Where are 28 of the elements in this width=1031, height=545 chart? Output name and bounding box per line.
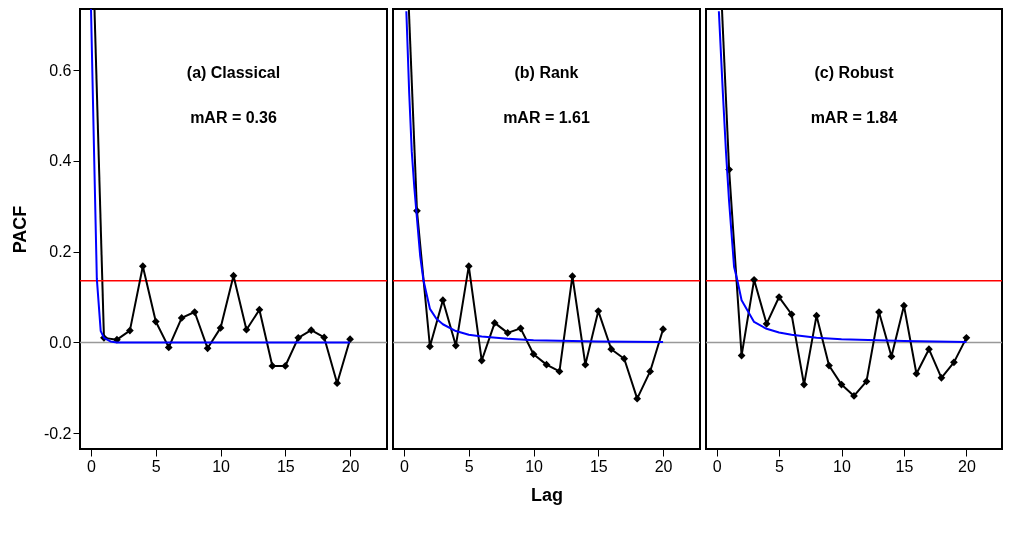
text: (a) Classical <box>186 64 281 81</box>
x-axis-title: Lag <box>530 484 564 505</box>
x-tick-label: 15 <box>589 457 608 475</box>
x-tick-label: 20 <box>654 457 673 475</box>
x-tick-label: 5 <box>464 457 474 475</box>
y-tick-label: 0.6 <box>49 61 72 79</box>
y-tick-label: 0.0 <box>49 333 72 351</box>
x-tick-label: 0 <box>400 457 410 475</box>
x-tick-label: 5 <box>151 457 161 475</box>
x-tick-label: 5 <box>775 457 785 475</box>
text: (b) Rank <box>514 64 579 81</box>
text: (c) Robust <box>814 64 895 81</box>
x-tick-label: 10 <box>525 457 544 475</box>
y-tick-label: 0.2 <box>49 243 72 261</box>
text: mAR = 1.84 <box>810 109 898 126</box>
x-tick-label: 20 <box>341 457 360 475</box>
y-axis-title: PACF <box>9 205 30 254</box>
text: mAR = 0.36 <box>190 109 277 126</box>
x-tick-label: 0 <box>712 457 722 475</box>
y-tick-label: -0.2 <box>43 424 72 442</box>
y-tick-label: 0.4 <box>49 152 72 170</box>
x-tick-label: 10 <box>212 457 231 475</box>
x-tick-label: 20 <box>958 457 976 475</box>
x-tick-label: 0 <box>87 457 97 475</box>
x-tick-label: 10 <box>833 457 852 475</box>
text: mAR = 1.61 <box>503 109 590 126</box>
x-tick-label: 15 <box>895 457 914 475</box>
x-tick-label: 15 <box>276 457 295 475</box>
